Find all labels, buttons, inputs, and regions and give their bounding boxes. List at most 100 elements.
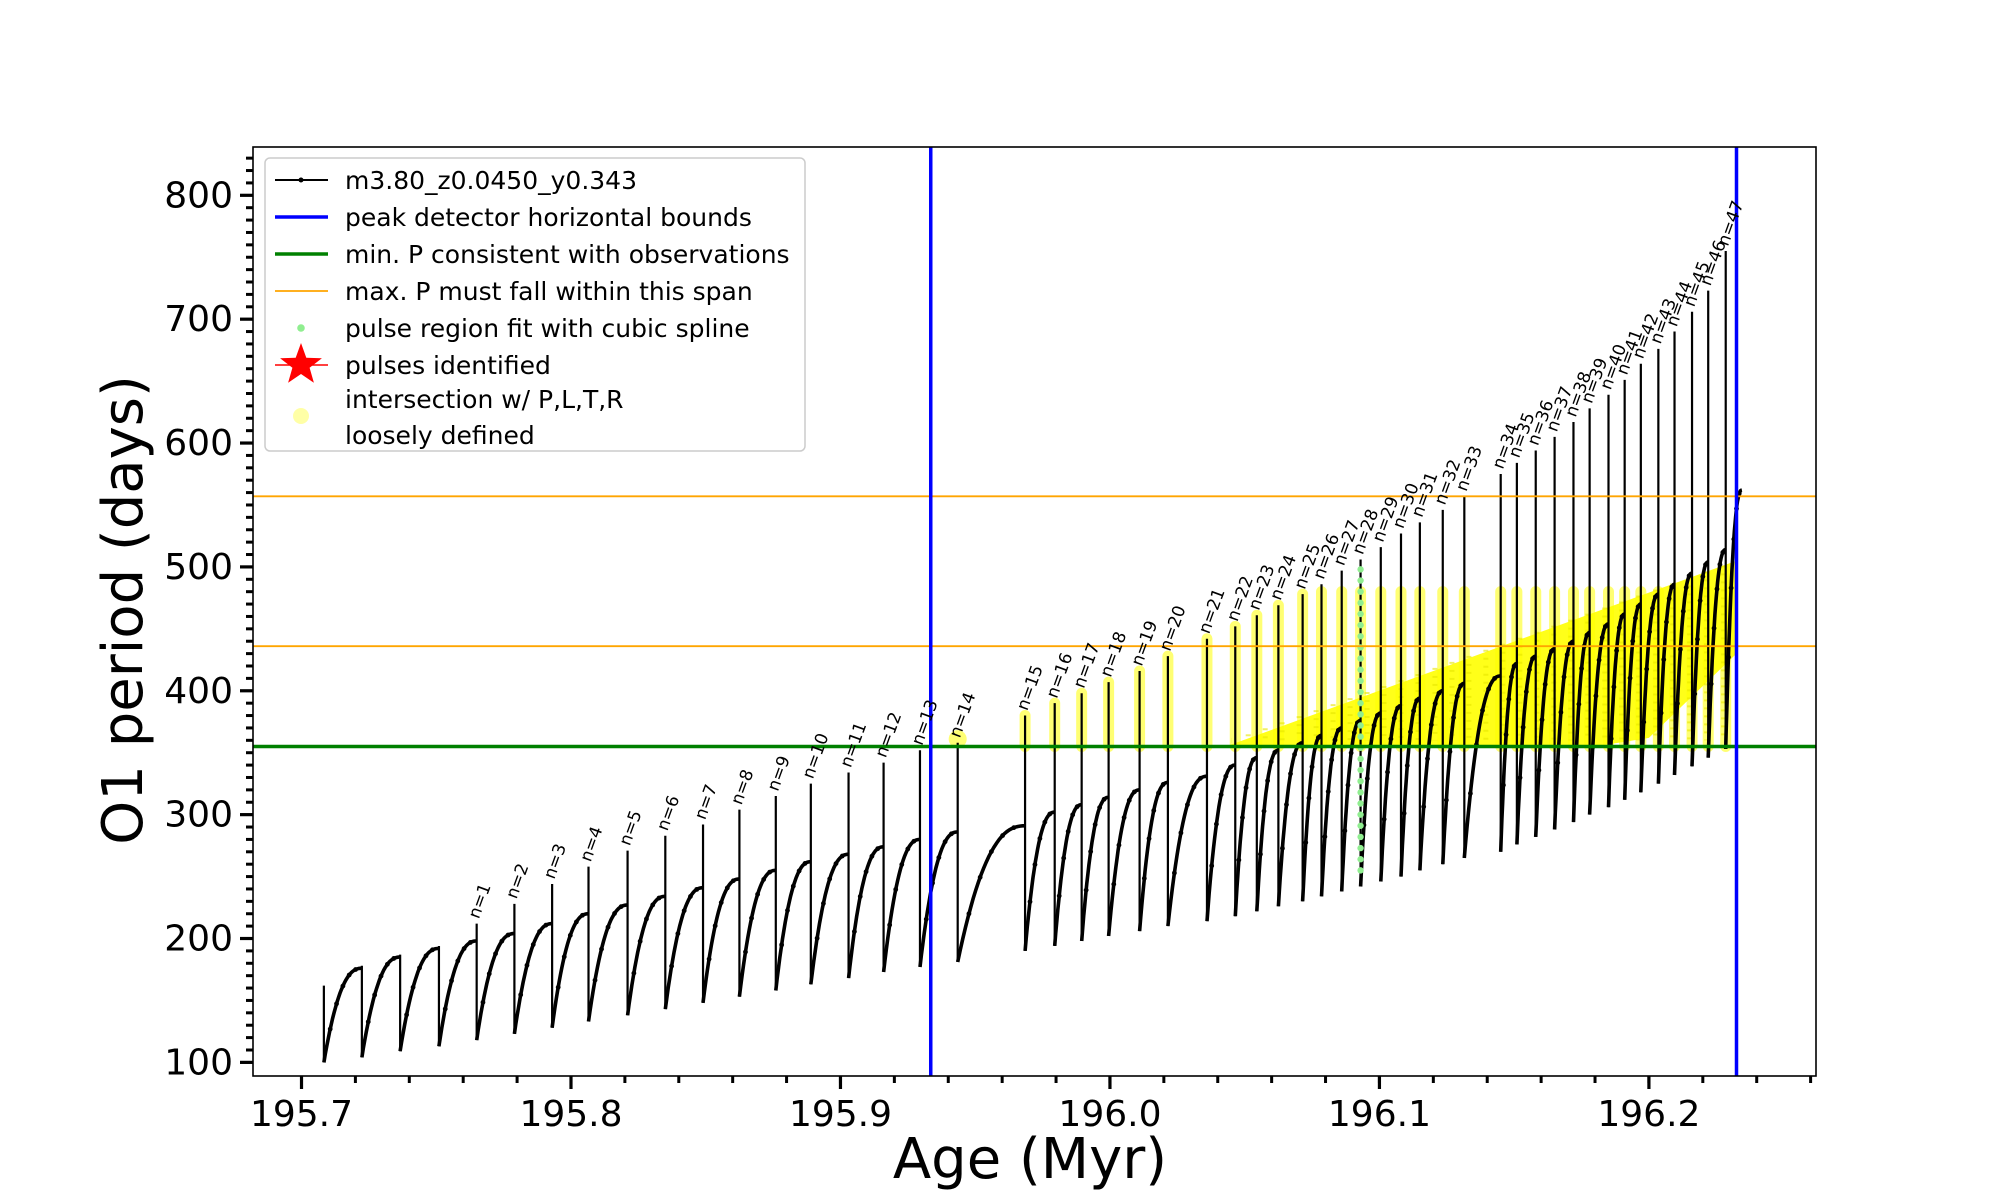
track-point xyxy=(1322,834,1328,840)
track-point xyxy=(1511,663,1517,669)
track-point xyxy=(1647,629,1652,635)
track-point xyxy=(1664,619,1669,625)
spline-point xyxy=(1357,566,1364,573)
track-point xyxy=(449,978,454,984)
track-point xyxy=(1680,608,1686,614)
track-point xyxy=(410,984,416,990)
track-point xyxy=(1579,666,1584,671)
track-point xyxy=(1411,708,1416,714)
track-point xyxy=(1711,625,1717,631)
track-point xyxy=(1209,863,1215,869)
track-point xyxy=(404,1012,410,1018)
track-point xyxy=(1047,811,1053,817)
track-point xyxy=(1037,836,1043,841)
track-point xyxy=(1486,686,1491,692)
track-point xyxy=(1717,562,1723,567)
track-point xyxy=(1172,870,1177,876)
track-point xyxy=(1303,840,1309,845)
spline-point xyxy=(1357,666,1364,673)
track-point xyxy=(1728,585,1734,591)
track-point xyxy=(1345,782,1351,788)
track-point xyxy=(1315,735,1321,741)
legend-marker-circle xyxy=(293,408,309,424)
track-point xyxy=(1661,657,1667,663)
track-point xyxy=(1700,574,1706,579)
track-point xyxy=(442,1006,448,1012)
track-point xyxy=(644,916,649,922)
track-point xyxy=(1146,836,1152,842)
track-point xyxy=(875,846,881,852)
track-point xyxy=(1567,641,1573,647)
track-point xyxy=(1697,598,1703,604)
track-point xyxy=(1000,833,1006,838)
track-point xyxy=(1185,802,1190,808)
legend-marker-track-dot xyxy=(298,177,304,183)
track-point xyxy=(1240,815,1245,820)
track-point xyxy=(802,861,808,866)
track-point xyxy=(1720,549,1726,555)
spline-point xyxy=(1357,711,1364,718)
spline-point xyxy=(1357,766,1364,774)
track-point xyxy=(1703,562,1708,568)
track-point xyxy=(1268,759,1274,765)
track-point xyxy=(1509,674,1514,680)
spline-fit-region xyxy=(1357,566,1364,874)
track-point xyxy=(1070,812,1076,818)
y-tick-label: 300 xyxy=(164,795,233,836)
track-point xyxy=(1596,657,1602,663)
track-point xyxy=(1065,829,1071,834)
legend-label: pulses identified xyxy=(345,351,551,380)
spline-point xyxy=(1357,755,1364,763)
track-point xyxy=(1247,766,1253,772)
track-point xyxy=(1708,681,1714,687)
spline-point xyxy=(1357,856,1364,863)
track-point xyxy=(1436,690,1442,696)
track-point xyxy=(1261,808,1267,814)
track-point xyxy=(675,931,681,936)
track-point xyxy=(1677,647,1683,652)
track-point xyxy=(1223,773,1229,779)
spline-point xyxy=(1357,688,1364,696)
track-point xyxy=(1342,828,1348,834)
track-point xyxy=(1619,614,1625,619)
track-point xyxy=(821,901,826,906)
spline-point xyxy=(1357,789,1364,796)
track-point xyxy=(1428,722,1434,728)
track-point xyxy=(936,855,942,860)
track-point xyxy=(1141,875,1147,881)
track-point xyxy=(1624,728,1630,733)
track-point xyxy=(1561,674,1567,680)
track-point xyxy=(1061,855,1067,861)
track-point xyxy=(650,902,656,908)
track-point xyxy=(1272,750,1278,755)
track-point xyxy=(1032,862,1038,867)
spline-point xyxy=(1357,777,1364,785)
track-point xyxy=(1644,666,1650,672)
track-point xyxy=(1593,693,1599,699)
legend-label: pulse region fit with cubic spline xyxy=(345,314,750,343)
track-point xyxy=(1116,842,1122,848)
track-point xyxy=(365,1019,371,1025)
track-point xyxy=(592,977,598,983)
track-point xyxy=(1375,713,1380,718)
y-tick-label: 600 xyxy=(164,423,233,464)
track-point xyxy=(486,971,492,977)
track-point xyxy=(1608,736,1614,742)
plot-frame xyxy=(252,146,1817,1077)
track-point xyxy=(1573,752,1579,758)
track-point xyxy=(899,862,905,867)
track-point xyxy=(863,869,869,875)
track-point xyxy=(942,839,948,845)
track-point xyxy=(1692,691,1698,697)
track-point xyxy=(555,984,561,990)
spline-point xyxy=(1357,800,1364,807)
track-point xyxy=(340,983,346,989)
track-point xyxy=(1641,719,1647,725)
track-point xyxy=(1388,736,1394,742)
track-point xyxy=(1695,636,1700,642)
track-point xyxy=(1236,857,1242,863)
track-point xyxy=(1616,625,1622,631)
legend-label: intersection w/ P,L,T,R xyxy=(345,385,624,414)
legend-label: m3.80_z0.0450_y0.343 xyxy=(345,166,637,195)
